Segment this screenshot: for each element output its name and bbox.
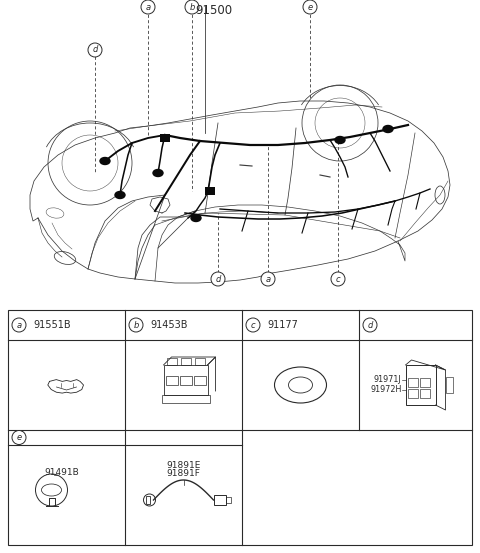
Text: d: d [92, 45, 98, 55]
Bar [180, 358, 191, 365]
Text: a: a [145, 3, 151, 12]
Bar [8, 310, 472, 545]
Bar [214, 495, 226, 505]
Ellipse shape [335, 137, 345, 143]
Text: b: b [189, 3, 195, 12]
Circle shape [12, 430, 26, 445]
Ellipse shape [191, 215, 201, 222]
Bar [161, 395, 209, 403]
Circle shape [246, 318, 260, 332]
Text: c: c [336, 274, 340, 284]
Text: 91891E: 91891E [166, 461, 201, 470]
Circle shape [88, 43, 102, 57]
Bar [160, 134, 170, 142]
Bar [145, 496, 149, 504]
Bar [420, 378, 430, 387]
Ellipse shape [100, 158, 110, 164]
Text: 91491B: 91491B [44, 468, 79, 477]
Text: 91971J: 91971J [374, 375, 401, 384]
Text: 91551B: 91551B [33, 320, 71, 330]
Text: e: e [307, 3, 312, 12]
Circle shape [141, 0, 155, 14]
Text: e: e [16, 433, 22, 442]
Circle shape [185, 0, 199, 14]
Circle shape [303, 0, 317, 14]
Bar [205, 187, 215, 195]
Text: 91177: 91177 [267, 320, 298, 330]
Bar [180, 375, 192, 384]
Bar [193, 375, 205, 384]
Text: 91453B: 91453B [150, 320, 188, 330]
Ellipse shape [383, 126, 393, 133]
Bar [167, 358, 177, 365]
Ellipse shape [115, 191, 125, 199]
Circle shape [363, 318, 377, 332]
Bar [406, 365, 435, 405]
Text: a: a [16, 321, 22, 330]
Text: 91972H: 91972H [370, 385, 401, 394]
Bar [420, 389, 430, 398]
Text: 91891F: 91891F [167, 469, 201, 478]
Circle shape [331, 272, 345, 286]
Text: d: d [367, 321, 372, 330]
Text: c: c [251, 321, 255, 330]
Bar [445, 377, 453, 393]
Bar [408, 378, 418, 387]
Circle shape [12, 318, 26, 332]
Text: d: d [216, 274, 221, 284]
Circle shape [211, 272, 225, 286]
Circle shape [261, 272, 275, 286]
Ellipse shape [153, 170, 163, 176]
Text: a: a [265, 274, 271, 284]
Circle shape [129, 318, 143, 332]
Bar [408, 389, 418, 398]
Bar [164, 365, 207, 395]
Bar [166, 375, 178, 384]
Text: 91500: 91500 [195, 4, 232, 17]
Text: b: b [133, 321, 139, 330]
Bar [194, 358, 204, 365]
Bar [226, 497, 230, 503]
